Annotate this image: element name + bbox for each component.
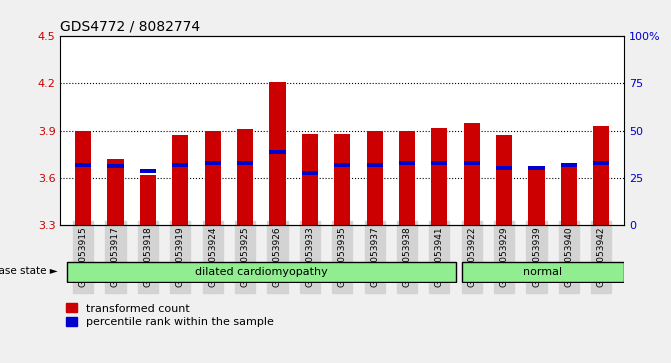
Bar	[334, 163, 350, 167]
Text: GDS4772 / 8082774: GDS4772 / 8082774	[60, 20, 201, 34]
Bar	[561, 163, 577, 167]
Bar	[464, 161, 480, 165]
Bar	[593, 126, 609, 225]
Bar	[366, 163, 382, 167]
Bar	[67, 262, 456, 282]
Bar	[75, 131, 91, 225]
Bar	[431, 161, 448, 165]
Bar	[237, 129, 253, 225]
Bar	[366, 131, 382, 225]
Bar	[529, 166, 545, 170]
Bar	[462, 262, 624, 282]
Bar	[431, 127, 448, 225]
Bar	[107, 159, 123, 225]
Bar	[561, 165, 577, 225]
Text: disease state ►: disease state ►	[0, 266, 58, 276]
Legend: transformed count, percentile rank within the sample: transformed count, percentile rank withi…	[66, 303, 274, 327]
Bar	[529, 167, 545, 225]
Bar	[140, 175, 156, 225]
Bar	[399, 131, 415, 225]
Bar	[496, 166, 512, 170]
Bar	[399, 161, 415, 165]
Bar	[464, 123, 480, 225]
Bar	[237, 161, 253, 165]
Bar	[269, 150, 286, 154]
Bar	[334, 134, 350, 225]
Bar	[302, 171, 318, 175]
Text: normal: normal	[523, 267, 562, 277]
Bar	[302, 134, 318, 225]
Bar	[205, 161, 221, 165]
Bar	[140, 169, 156, 173]
Bar	[172, 135, 189, 225]
Bar	[205, 131, 221, 225]
Bar	[75, 163, 91, 167]
Bar	[496, 135, 512, 225]
Text: dilated cardiomyopathy: dilated cardiomyopathy	[195, 267, 327, 277]
Bar	[172, 163, 189, 167]
Bar	[593, 161, 609, 165]
Bar	[269, 82, 286, 225]
Bar	[107, 164, 123, 168]
